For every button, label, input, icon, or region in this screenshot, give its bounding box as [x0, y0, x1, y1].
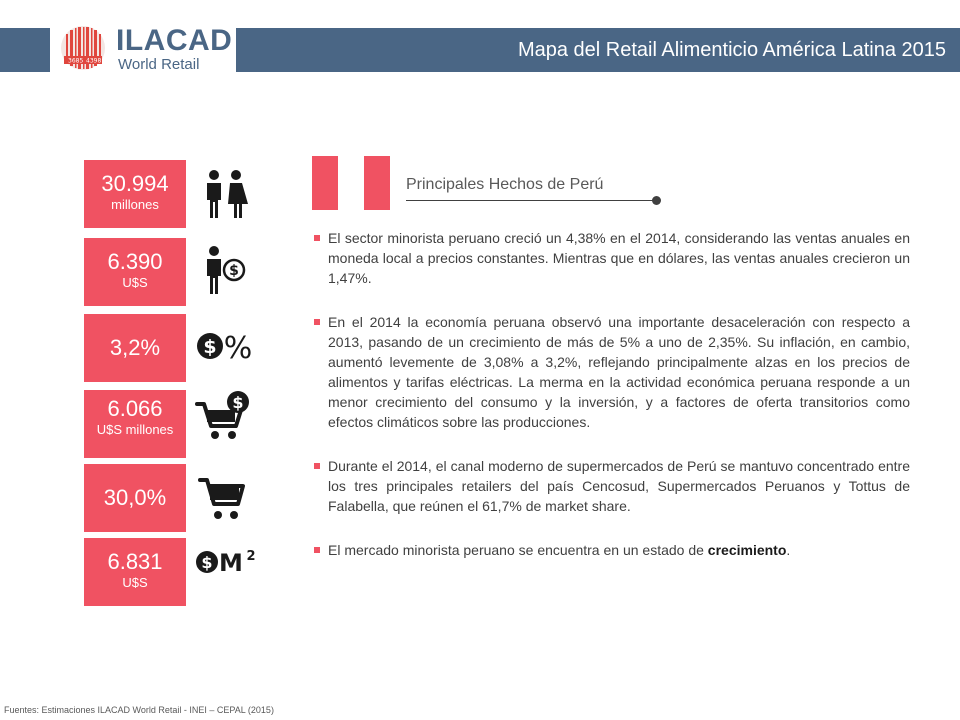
- svg-text:$: $: [201, 553, 212, 572]
- section-divider-dot: [652, 196, 661, 205]
- stat-value: 30,0%: [103, 485, 167, 510]
- logo-subtitle: World Retail: [118, 56, 200, 73]
- svg-text:%: %: [224, 331, 253, 366]
- svg-text:$: $: [229, 263, 239, 279]
- peru-flag-icon: [312, 156, 390, 210]
- stat-income: 6.390 U$S: [84, 238, 186, 306]
- svg-text:$: $: [232, 393, 243, 412]
- cart-dollar-icon: $: [195, 391, 249, 439]
- stat-unit: millones: [111, 197, 159, 212]
- person-money-icon: $: [207, 246, 246, 294]
- stat-unit: U$S: [122, 275, 148, 290]
- stat-value: 6.831: [107, 549, 163, 574]
- dollar-m2-icon: $ M 2: [196, 549, 256, 577]
- svg-text:4398: 4398: [86, 58, 101, 65]
- stat-inflation: 3,2%: [84, 314, 186, 382]
- facts-list: El sector minorista peruano creció un 4,…: [312, 228, 910, 560]
- stat-sales-m2: 6.831 U$S: [84, 538, 186, 606]
- stat-value: 30.994: [101, 171, 169, 196]
- logo: 3685 4398 ILACAD World Retail: [50, 20, 236, 80]
- stat-market-share: 30,0%: [84, 464, 186, 532]
- fact-item: El sector minorista peruano creció un 4,…: [312, 228, 910, 288]
- svg-text:2: 2: [246, 549, 255, 564]
- dollar-percent-icon: $ %: [197, 331, 253, 366]
- page-title: Mapa del Retail Alimenticio América Lati…: [517, 39, 946, 61]
- svg-text:M: M: [219, 549, 243, 577]
- svg-text:$: $: [203, 336, 216, 358]
- section-divider: [406, 200, 656, 201]
- footer-sources: Fuentes: Estimaciones ILACAD World Retai…: [4, 705, 274, 715]
- stat-population: 30.994 millones: [84, 160, 186, 228]
- stat-unit: U$S millones: [96, 422, 174, 437]
- fact-item: El mercado minorista peruano se encuentr…: [312, 540, 910, 560]
- svg-text:3685: 3685: [68, 58, 83, 65]
- cart-icon: [198, 478, 245, 519]
- fact-item: Durante el 2014, el canal moderno de sup…: [312, 456, 910, 516]
- people-icon: [207, 170, 248, 218]
- fact-emphasis: crecimiento: [707, 542, 787, 558]
- section-title: Principales Hechos de Perú: [406, 176, 604, 193]
- fact-item: En el 2014 la economía peruana observó u…: [312, 312, 910, 432]
- stat-value: 6.066: [107, 396, 163, 421]
- barcode-logo-icon: 3685 4398: [61, 26, 105, 70]
- stat-unit: U$S: [122, 575, 148, 590]
- stat-value: 3,2%: [109, 335, 161, 360]
- stat-value: 6.390: [107, 249, 163, 274]
- logo-name: ILACAD: [116, 24, 233, 57]
- stat-sales: 6.066 U$S millones: [84, 390, 186, 458]
